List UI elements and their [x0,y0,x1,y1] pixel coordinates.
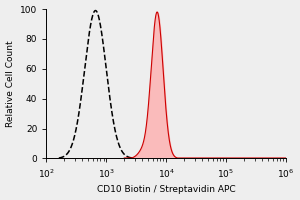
X-axis label: CD10 Biotin / Streptavidin APC: CD10 Biotin / Streptavidin APC [97,185,236,194]
Y-axis label: Relative Cell Count: Relative Cell Count [6,40,15,127]
